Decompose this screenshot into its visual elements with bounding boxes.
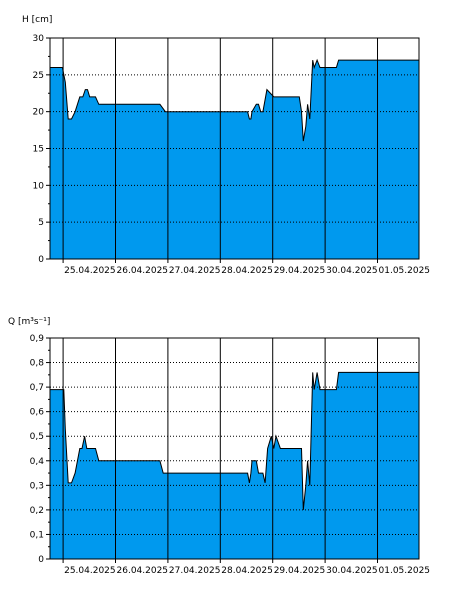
y-tick-label: 0,1: [30, 530, 44, 540]
y-tick-label: 5: [38, 218, 44, 228]
x-tick-label: 27.04.2025: [169, 566, 221, 576]
x-tick-label: 30.04.2025: [326, 266, 378, 276]
x-tick-label: 27.04.2025: [169, 266, 221, 276]
y-tick-label: 0,4: [30, 457, 45, 467]
y-tick-label: 0,3: [30, 481, 44, 491]
y-tick-label: 0,8: [30, 359, 45, 369]
x-tick-label: 29.04.2025: [274, 266, 326, 276]
y-tick-label: 0,5: [30, 432, 44, 442]
y-axis-label: H [cm]: [22, 15, 52, 25]
y-tick-label: 0,7: [30, 383, 44, 393]
x-tick-label: 26.04.2025: [117, 566, 169, 576]
x-tick-label: 25.04.2025: [64, 266, 116, 276]
x-tick-label: 29.04.2025: [274, 566, 326, 576]
y-tick-label: 0,2: [30, 506, 44, 516]
area-series: [49, 58, 420, 260]
y-tick-label: 25: [33, 71, 44, 81]
x-tick-label: 26.04.2025: [117, 266, 169, 276]
x-tick-label: 01.05.2025: [379, 266, 431, 276]
y-tick-label: 20: [33, 108, 45, 118]
x-tick-label: 30.04.2025: [326, 566, 378, 576]
x-tick-label: 28.04.2025: [221, 566, 273, 576]
area-series: [49, 371, 420, 560]
y-tick-label: 0,9: [30, 334, 45, 344]
plot-frame: [49, 37, 420, 260]
y-tick-label: 0: [38, 555, 44, 565]
plot-frame: [49, 337, 420, 560]
y-tick-label: 10: [33, 181, 45, 191]
x-tick-label: 01.05.2025: [379, 566, 431, 576]
y-tick-label: 0,6: [30, 408, 45, 418]
y-tick-label: 0: [38, 255, 44, 265]
y-tick-label: 15: [33, 145, 44, 155]
x-tick-label: 25.04.2025: [64, 566, 116, 576]
y-axis-label: Q [m³s⁻¹]: [8, 317, 50, 327]
x-tick-label: 28.04.2025: [221, 266, 273, 276]
discharge-chart: Q [m³s⁻¹] 0 0,1 0,2 0,3 0,4 0,5 0,6 0,7 0,8 0,9 25…: [8, 317, 431, 576]
y-tick-label: 30: [33, 34, 45, 44]
